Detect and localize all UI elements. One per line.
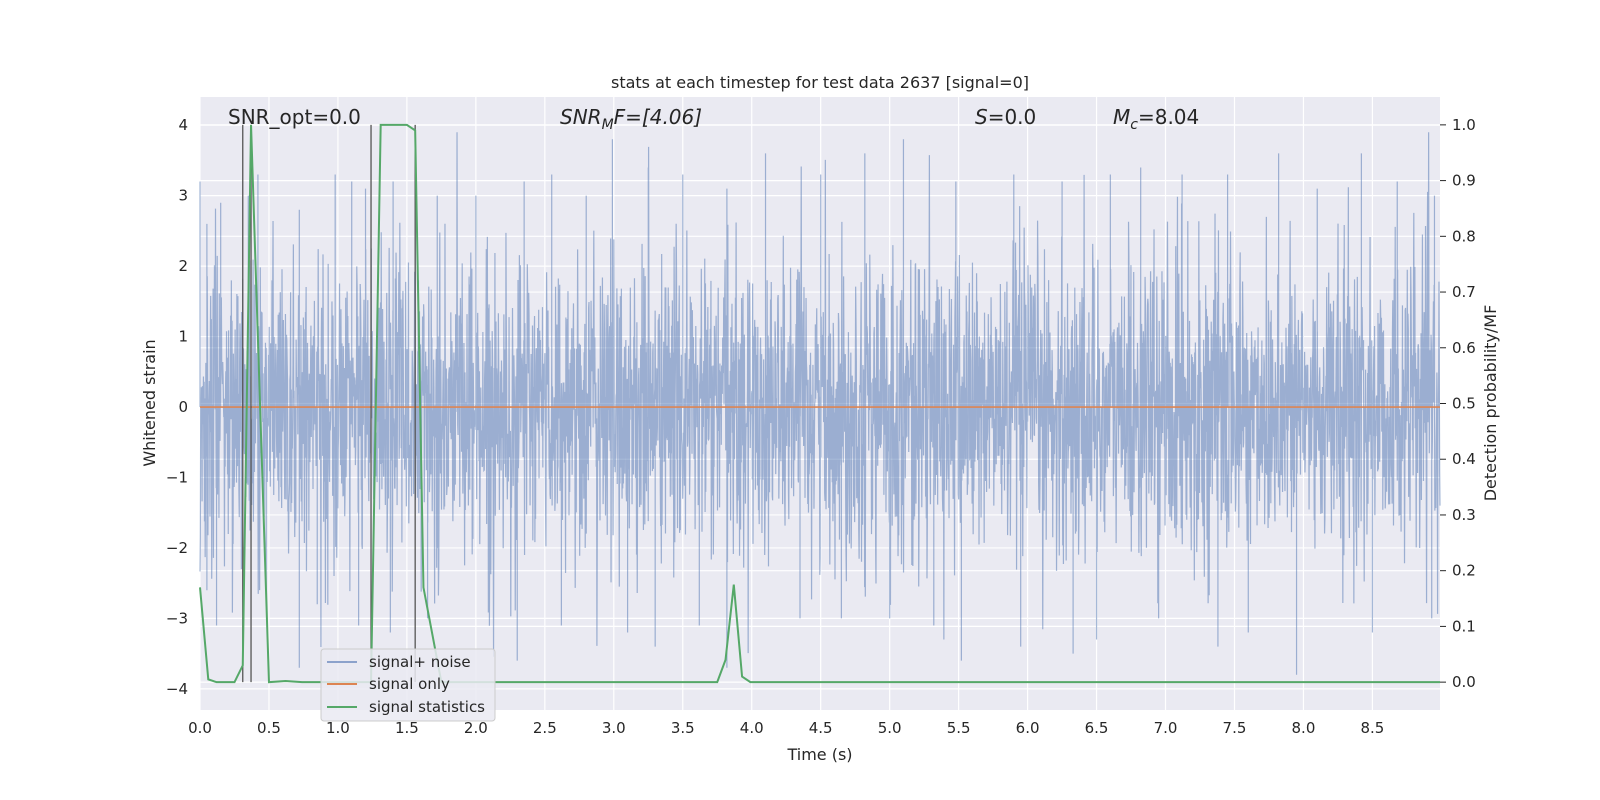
vertical-markers <box>242 124 416 683</box>
signal-noise-line <box>199 132 1441 675</box>
x-tick-label-1: 0.5 <box>257 719 281 737</box>
y2-tick-label-1: 0.1 <box>1452 617 1476 635</box>
x-tick-label-12: 6.0 <box>1016 719 1040 737</box>
x-tick-label-4: 2.0 <box>464 719 488 737</box>
x-tick-label-9: 4.5 <box>809 719 833 737</box>
x-tick-label-13: 6.5 <box>1085 719 1109 737</box>
annotation-s-var: S <box>975 105 988 129</box>
x-tick-label-0: 0.0 <box>188 719 212 737</box>
annotation-snr-mf-sub: M <box>602 117 614 133</box>
legend-label-signal-only: signal only <box>369 675 450 693</box>
annotation-snr-mf-rest: F=[4.06] <box>614 105 702 129</box>
annotation-mc-rest: =8.04 <box>1138 105 1199 129</box>
annotation-snr-mf-main: SNR <box>560 105 602 129</box>
y2-tick-label-0: 0.0 <box>1452 673 1476 691</box>
y2-axis-ticks: 0.0 0.1 0.2 0.3 0.4 0.5 0.6 0.7 0.8 0.9 1.0 <box>1440 116 1476 691</box>
y-tick-label-4: 0 <box>178 398 188 416</box>
series-signal-statistics <box>199 123 1440 684</box>
legend-label-signal-noise: signal+ noise <box>369 653 471 671</box>
annotation-s-rest: =0.0 <box>988 105 1037 129</box>
y-tick-label-5: 1 <box>178 328 188 346</box>
annotation-mc-sub: c <box>1130 117 1138 133</box>
y-axis-label: Whitened strain <box>140 339 159 466</box>
x-tick-label-6: 3.0 <box>602 719 626 737</box>
y2-axis-label: Detection probability/MF <box>1481 305 1500 502</box>
x-tick-label-3: 1.5 <box>395 719 419 737</box>
x-axis-ticks: 0.0 0.5 1.0 1.5 2.0 2.5 3.0 3.5 4.0 4.5 5.0 5.5 6.0 6… <box>188 719 1384 737</box>
x-tick-label-8: 4.0 <box>740 719 764 737</box>
annotation-s: S=0.0 <box>975 105 1036 129</box>
annotation-snr-mf: SNRMF=[4.06] <box>560 105 702 133</box>
y2-tick-label-6: 0.6 <box>1452 339 1476 357</box>
y2-tick-label-4: 0.4 <box>1452 450 1476 468</box>
y-tick-label-3: −1 <box>166 468 188 486</box>
y-axis-ticks: −4 −3 −2 −1 0 1 2 3 4 <box>166 116 188 698</box>
x-tick-label-14: 7.0 <box>1154 719 1178 737</box>
x-tick-label-15: 7.5 <box>1223 719 1247 737</box>
y-tick-label-2: −2 <box>166 539 188 557</box>
legend: signal+ noise signal only signal statist… <box>320 648 496 722</box>
chart-title: stats at each timestep for test data 263… <box>611 73 1029 92</box>
y2-tick-label-8: 0.8 <box>1452 227 1476 245</box>
y-tick-label-6: 2 <box>178 257 188 275</box>
y-tick-label-0: −4 <box>166 680 188 698</box>
y-tick-label-7: 3 <box>178 187 188 205</box>
x-tick-label-17: 8.5 <box>1360 719 1384 737</box>
y2-tick-label-10: 1.0 <box>1452 116 1476 134</box>
x-tick-label-7: 3.5 <box>671 719 695 737</box>
legend-label-signal-statistics: signal statistics <box>369 698 485 716</box>
x-axis-label: Time (s) <box>786 745 852 764</box>
annotation-snr-opt: SNR_opt=0.0 <box>228 105 361 129</box>
y2-tick-label-3: 0.3 <box>1452 506 1476 524</box>
signal-statistics-line <box>199 123 1440 684</box>
y2-tick-label-9: 0.9 <box>1452 172 1476 190</box>
y-tick-label-8: 4 <box>178 116 188 134</box>
legend-frame <box>320 648 496 722</box>
y-tick-label-1: −3 <box>166 609 188 627</box>
annotation-mc: Mc=8.04 <box>1113 105 1199 133</box>
x-tick-label-5: 2.5 <box>533 719 557 737</box>
x-tick-label-10: 5.0 <box>878 719 902 737</box>
annotation-mc-main: M <box>1113 105 1130 129</box>
y2-tick-label-5: 0.5 <box>1452 395 1476 413</box>
x-tick-label-2: 1.0 <box>326 719 350 737</box>
series-signal-noise <box>199 132 1441 675</box>
y2-tick-label-7: 0.7 <box>1452 283 1476 301</box>
x-tick-label-16: 8.0 <box>1292 719 1316 737</box>
y2-tick-label-2: 0.2 <box>1452 562 1476 580</box>
x-tick-label-11: 5.5 <box>947 719 971 737</box>
